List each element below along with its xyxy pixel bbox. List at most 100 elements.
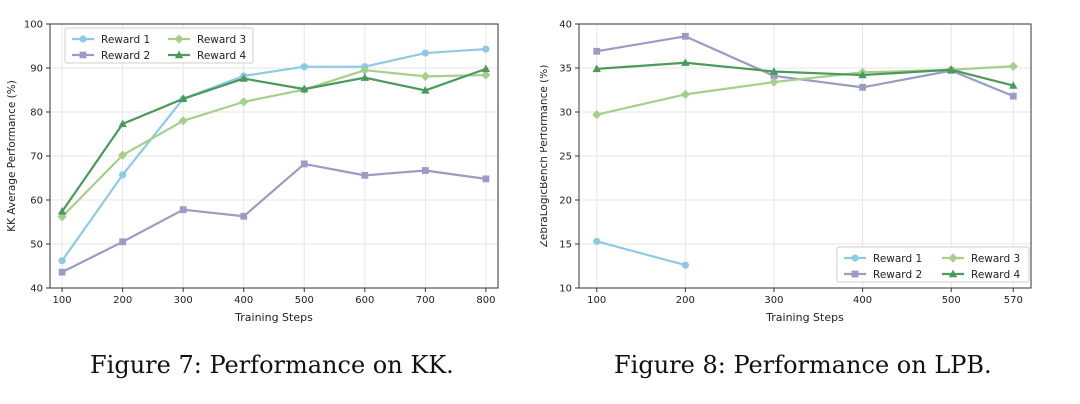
y-tick-label: 50 [30, 240, 43, 251]
data-point [360, 65, 370, 75]
data-point [592, 110, 602, 120]
y-tick-label: 40 [30, 284, 43, 295]
legend: Reward 1 Reward 3 Reward 2 Reward 4 [836, 246, 1030, 283]
x-tick-label: 300 [174, 295, 193, 306]
legend-swatch-marker [851, 270, 859, 278]
x-tick-label: 700 [416, 295, 435, 306]
series-line [61, 67, 487, 213]
legend-label: Reward 1 [873, 253, 922, 265]
y-axis-label: ZebraLogicBench Performance (%) [540, 65, 550, 248]
figure-8-caption: Figure 8: Performance on LPB. [614, 351, 992, 379]
x-tick-label: 500 [942, 295, 961, 306]
x-tick-label: 500 [295, 295, 314, 306]
data-point [681, 261, 689, 269]
legend-label: Reward 2 [101, 50, 150, 62]
x-tick-label: 300 [764, 295, 783, 306]
y-tick-label: 80 [30, 108, 43, 119]
data-point [481, 70, 491, 80]
x-axis-label: Training Steps [765, 311, 844, 324]
data-point [300, 63, 308, 71]
data-point [240, 212, 248, 220]
grid-lines [50, 23, 498, 289]
x-tick-label: 600 [355, 295, 374, 306]
y-axis-label: KK Average Performance (%) [6, 80, 18, 232]
data-point [57, 207, 67, 215]
data-point [421, 86, 430, 94]
legend-box [836, 246, 1030, 283]
data-point [300, 84, 309, 93]
series-line [61, 69, 486, 218]
series-reward-2 [58, 160, 490, 276]
data-point [859, 83, 867, 91]
series-line [596, 61, 1014, 87]
series-line [596, 240, 686, 267]
legend-swatch-marker [851, 254, 859, 262]
data-point [239, 74, 248, 82]
series-line [61, 162, 487, 274]
legend-swatch-marker [79, 51, 87, 59]
kk-performance-chart: 100 200 300 400 500 600 700 800 40 50 60 70 80 90 100 T… [6, 20, 499, 324]
y-tick-label: 30 [559, 108, 572, 119]
legend-swatch-marker [79, 35, 87, 43]
legend-box [64, 27, 254, 64]
data-point [593, 237, 601, 245]
y-tick-label: 100 [24, 20, 43, 31]
data-point [119, 238, 127, 246]
x-axis-label: Training Steps [234, 311, 313, 324]
series-reward-2 [593, 32, 1017, 100]
legend-swatch-marker [174, 50, 184, 59]
legend-swatch-marker [174, 34, 184, 44]
data-point [119, 171, 127, 179]
data-point [482, 175, 490, 183]
y-tick-label: 20 [559, 196, 572, 207]
data-point [858, 70, 867, 79]
x-tick-label: 100 [53, 295, 72, 306]
data-point [593, 47, 601, 55]
legend: Reward 1 Reward 3 Reward 2 Reward 4 [64, 27, 254, 64]
data-point [681, 32, 689, 40]
data-point [360, 73, 370, 81]
y-tick-label: 10 [559, 284, 572, 295]
data-point [58, 257, 66, 265]
series-reward-3 [57, 65, 491, 222]
data-point [1009, 92, 1017, 100]
legend-label: Reward 2 [873, 269, 922, 281]
x-tick-label: 400 [234, 295, 253, 306]
data-point [179, 206, 187, 214]
y-tick-label: 70 [30, 152, 43, 163]
x-tick-label: 200 [113, 295, 132, 306]
data-point [481, 64, 491, 73]
x-tick-label: 200 [676, 295, 695, 306]
legend-label: Reward 3 [197, 34, 246, 46]
data-point [1009, 81, 1018, 89]
series-line [596, 65, 1014, 116]
legend-label: Reward 4 [197, 50, 246, 62]
legend-swatch-marker [948, 269, 958, 278]
data-point [947, 65, 956, 73]
legend-label: Reward 1 [101, 34, 150, 46]
data-point [361, 171, 369, 179]
data-point [118, 119, 127, 128]
y-tick-label: 90 [30, 64, 43, 75]
data-point [592, 64, 601, 73]
data-point [118, 150, 128, 160]
y-tick-label: 60 [30, 196, 43, 207]
legend-label: Reward 3 [971, 253, 1020, 265]
y-tick-label: 40 [559, 20, 572, 31]
data-point [770, 72, 778, 80]
x-tick-label: 800 [476, 295, 495, 306]
series-reward-4 [57, 64, 491, 215]
data-point [178, 94, 188, 102]
legend-label: Reward 4 [971, 269, 1020, 281]
y-tick-label: 25 [559, 152, 572, 163]
data-point [420, 71, 430, 81]
series-line [596, 35, 1014, 98]
y-tick-label: 35 [559, 64, 572, 75]
data-point [421, 49, 429, 57]
lpb-performance-chart: 100 200 300 400 500 570 10 15 20 25 30 35 40 Training… [540, 20, 1032, 324]
data-point [482, 45, 490, 53]
data-point [681, 58, 690, 66]
figure-7-caption: Figure 7: Performance on KK. [90, 351, 454, 379]
x-tick-label: 570 [1004, 295, 1023, 306]
